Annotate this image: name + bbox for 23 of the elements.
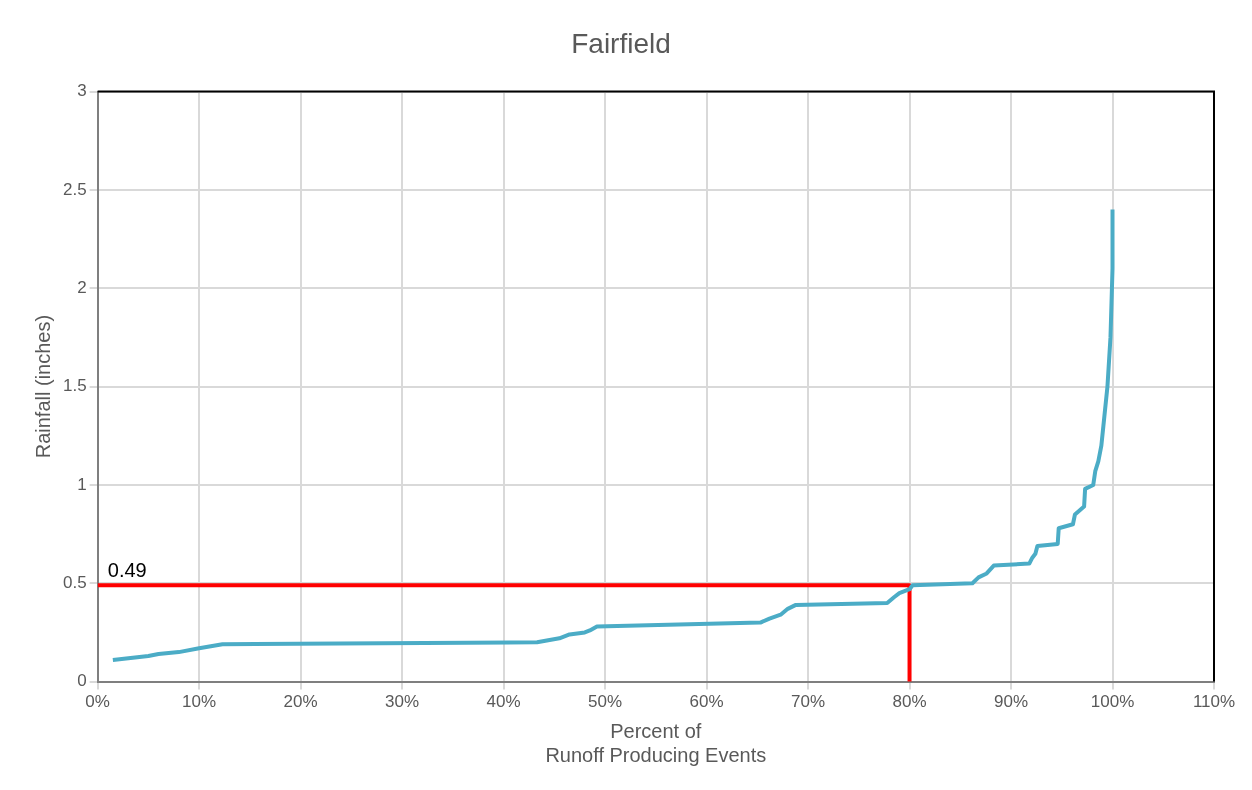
x-tick-label: 20% xyxy=(283,692,318,712)
y-tick-label: 2.5 xyxy=(62,179,87,199)
x-tick-label: 0% xyxy=(85,692,110,712)
y-tick-label: 1.5 xyxy=(62,376,87,396)
x-tick-label: 100% xyxy=(1090,692,1135,712)
x-tick-label: 50% xyxy=(588,692,623,712)
y-axis-title: Rainfall (inches) xyxy=(31,314,54,459)
annotation: 0.49 xyxy=(107,558,147,581)
chart-title: Fairfield xyxy=(571,27,671,59)
x-tick-label: 110% xyxy=(1192,692,1236,712)
x-tick-label: 80% xyxy=(892,692,927,712)
x-axis-title: Percent of Runoff Producing Events xyxy=(545,719,767,766)
y-tick-label: 3 xyxy=(77,81,87,101)
y-tick-label: 0 xyxy=(77,671,87,691)
x-tick-label: 70% xyxy=(791,692,826,712)
x-tick-label: 60% xyxy=(689,692,724,712)
y-tick-label: 2 xyxy=(77,277,87,297)
y-tick-label: 1 xyxy=(77,474,87,494)
x-tick-label: 40% xyxy=(486,692,521,712)
x-tick-label: 10% xyxy=(182,692,217,712)
x-tick-label: 90% xyxy=(994,692,1029,712)
x-tick-label: 30% xyxy=(385,692,420,712)
y-tick-label: 0.5 xyxy=(62,572,87,592)
